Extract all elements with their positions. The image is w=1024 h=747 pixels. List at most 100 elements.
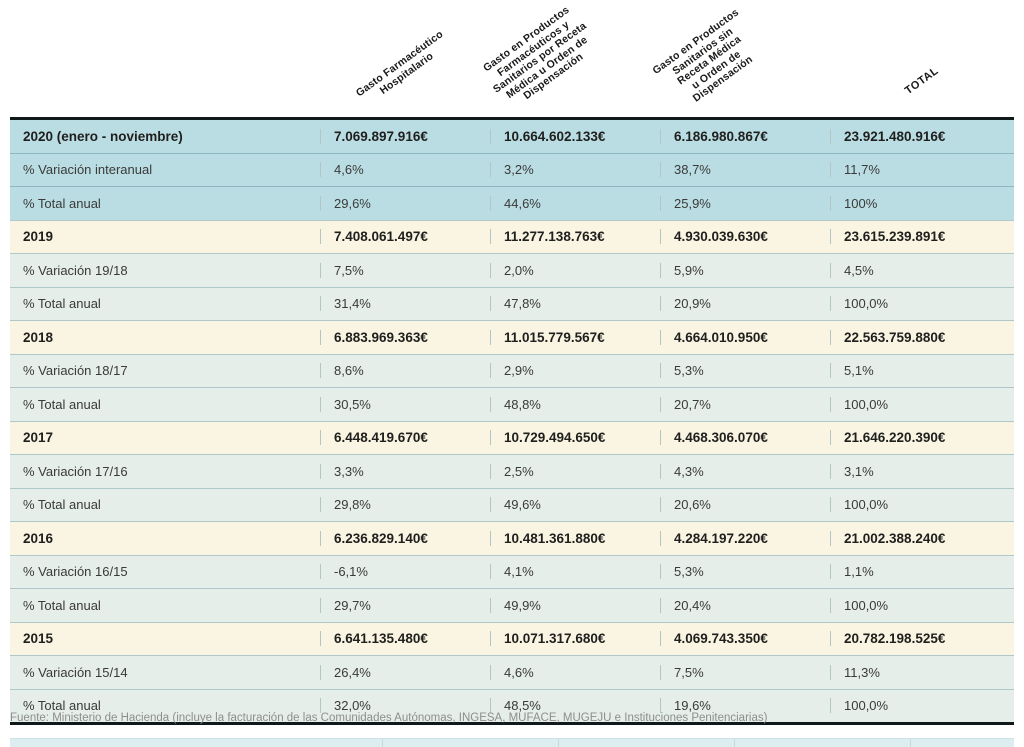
cell-value: 47,8% [490, 296, 660, 312]
row-label: 2019 [23, 229, 54, 245]
cell-value: 25,9% [660, 195, 830, 211]
cutoff-next-table-row [10, 738, 1014, 747]
row-label: % Variación 16/15 [23, 564, 128, 580]
cell-value: 5,3% [660, 564, 830, 580]
cell-value: 31,4% [320, 296, 490, 312]
cell-value: 29,6% [320, 195, 490, 211]
cell-value: 19,6% [660, 698, 830, 714]
cell-value: 4,3% [660, 463, 830, 479]
cell-value: 20,9% [660, 296, 830, 312]
cell-value: 100,0% [830, 497, 1014, 513]
row-label: % Total anual [23, 497, 101, 513]
cell-value: 48,8% [490, 396, 660, 412]
row-label: % Total anual [23, 396, 101, 412]
cell-value: 22.563.759.880€ [830, 329, 1014, 345]
row-label: 2020 (enero - noviembre) [23, 128, 183, 144]
cell-value: 3,3% [320, 463, 490, 479]
row-2015-variacion: % Variación 15/14 26,4% 4,6% 7,5% 11,3% [10, 655, 1014, 689]
row-2015: 2015 6.641.135.480€ 10.071.317.680€ 4.06… [10, 621, 1014, 655]
cell-value: 2,9% [490, 363, 660, 379]
cell-value: 100,0% [830, 698, 1014, 714]
cell-value: 100,0% [830, 296, 1014, 312]
row-label: % Variación 19/18 [23, 262, 128, 278]
cell-value: 100% [830, 195, 1014, 211]
cell-value: 5,9% [660, 262, 830, 278]
row-2017-total-anual: % Total anual 29,8% 49,6% 20,6% 100,0% [10, 487, 1014, 521]
cell-value: 11,7% [830, 162, 1014, 178]
row-label: % Variación 15/14 [23, 664, 128, 680]
cell-value: 1,1% [830, 564, 1014, 580]
cell-value: 20.782.198.525€ [830, 631, 1014, 647]
row-label: % Variación interanual [23, 162, 153, 178]
row-2018: 2018 6.883.969.363€ 11.015.779.567€ 4.66… [10, 320, 1014, 354]
cell-value: 11,3% [830, 664, 1014, 680]
cell-value: 10.664.602.133€ [490, 128, 660, 144]
row-label: 2017 [23, 430, 54, 446]
column-header-gasto-productos-sin-receta: Gasto en Productos Sanitarios sin Receta… [650, 6, 756, 105]
cutoff-cell [10, 739, 382, 747]
cell-value: 11.015.779.567€ [490, 329, 660, 345]
cell-value: 4.284.197.220€ [660, 530, 830, 546]
cell-value: 26,4% [320, 664, 490, 680]
row-2016-total-anual: % Total anual 29,7% 49,9% 20,4% 100,0% [10, 588, 1014, 622]
cell-value: 8,6% [320, 363, 490, 379]
row-label: % Total anual [23, 698, 101, 714]
row-label: % Total anual [23, 597, 101, 613]
cell-value: 11.277.138.763€ [490, 229, 660, 245]
cell-value: 10.071.317.680€ [490, 631, 660, 647]
cell-value: 29,8% [320, 497, 490, 513]
cell-value: 21.646.220.390€ [830, 430, 1014, 446]
row-2016: 2016 6.236.829.140€ 10.481.361.880€ 4.28… [10, 521, 1014, 555]
cell-value: 2,5% [490, 463, 660, 479]
cell-value: 3,2% [490, 162, 660, 178]
cell-value: 4,5% [830, 262, 1014, 278]
row-2017: 2017 6.448.419.670€ 10.729.494.650€ 4.46… [10, 420, 1014, 454]
column-header-gasto-productos-con-receta: Gasto en Productos Farmacéuticos y Sanit… [481, 4, 590, 103]
cell-value: 100,0% [830, 396, 1014, 412]
data-table: 2020 (enero - noviembre) 7.069.897.916€ … [10, 117, 1014, 725]
cell-value: 29,7% [320, 597, 490, 613]
cell-value: 4,1% [490, 564, 660, 580]
row-label: 2015 [23, 631, 54, 647]
cutoff-cell [382, 739, 558, 747]
row-2020-variacion: % Variación interanual 4,6% 3,2% 38,7% 1… [10, 152, 1014, 186]
cell-value: 7.069.897.916€ [320, 128, 490, 144]
cell-value: 7,5% [320, 262, 490, 278]
cell-value: 6.883.969.363€ [320, 329, 490, 345]
row-label: 2018 [23, 329, 54, 345]
cell-value: 32,0% [320, 698, 490, 714]
row-2017-variacion: % Variación 17/16 3,3% 2,5% 4,3% 3,1% [10, 454, 1014, 488]
row-2019-variacion: % Variación 19/18 7,5% 2,0% 5,9% 4,5% [10, 253, 1014, 287]
cell-value: 21.002.388.240€ [830, 530, 1014, 546]
row-2020-total-anual: % Total anual 29,6% 44,6% 25,9% 100% [10, 186, 1014, 220]
cutoff-cell [558, 739, 734, 747]
row-label: % Variación 18/17 [23, 363, 128, 379]
cell-value: 48,5% [490, 698, 660, 714]
row-2019-total-anual: % Total anual 31,4% 47,8% 20,9% 100,0% [10, 286, 1014, 320]
cell-value: 23.615.239.891€ [830, 229, 1014, 245]
cell-value: 4.069.743.350€ [660, 631, 830, 647]
row-2018-total-anual: % Total anual 30,5% 48,8% 20,7% 100,0% [10, 387, 1014, 421]
cell-value: 3,1% [830, 463, 1014, 479]
cutoff-cell [910, 739, 1014, 747]
row-2018-variacion: % Variación 18/17 8,6% 2,9% 5,3% 5,1% [10, 353, 1014, 387]
row-2020: 2020 (enero - noviembre) 7.069.897.916€ … [10, 120, 1014, 153]
row-2016-variacion: % Variación 16/15 -6,1% 4,1% 5,3% 1,1% [10, 554, 1014, 588]
cell-value: 23.921.480.916€ [830, 128, 1014, 144]
cell-value: 2,0% [490, 262, 660, 278]
row-label: 2016 [23, 530, 54, 546]
cell-value: -6,1% [320, 564, 490, 580]
column-header-gasto-farmaceutico-hospitalario: Gasto Farmacéutico Hospitalario [353, 28, 446, 100]
source-note: Fuente: Ministerio de Hacienda (incluye … [10, 712, 768, 724]
table-column-headers: Gasto Farmacéutico Hospitalario Gasto en… [0, 0, 1024, 117]
cell-value: 4,6% [320, 162, 490, 178]
cell-value: 7,5% [660, 664, 830, 680]
column-header-total: TOTAL [902, 64, 941, 97]
cell-value: 49,9% [490, 597, 660, 613]
cell-value: 6.236.829.140€ [320, 530, 490, 546]
cell-value: 10.729.494.650€ [490, 430, 660, 446]
cell-value: 44,6% [490, 195, 660, 211]
row-label: % Total anual [23, 296, 101, 312]
cell-value: 5,3% [660, 363, 830, 379]
